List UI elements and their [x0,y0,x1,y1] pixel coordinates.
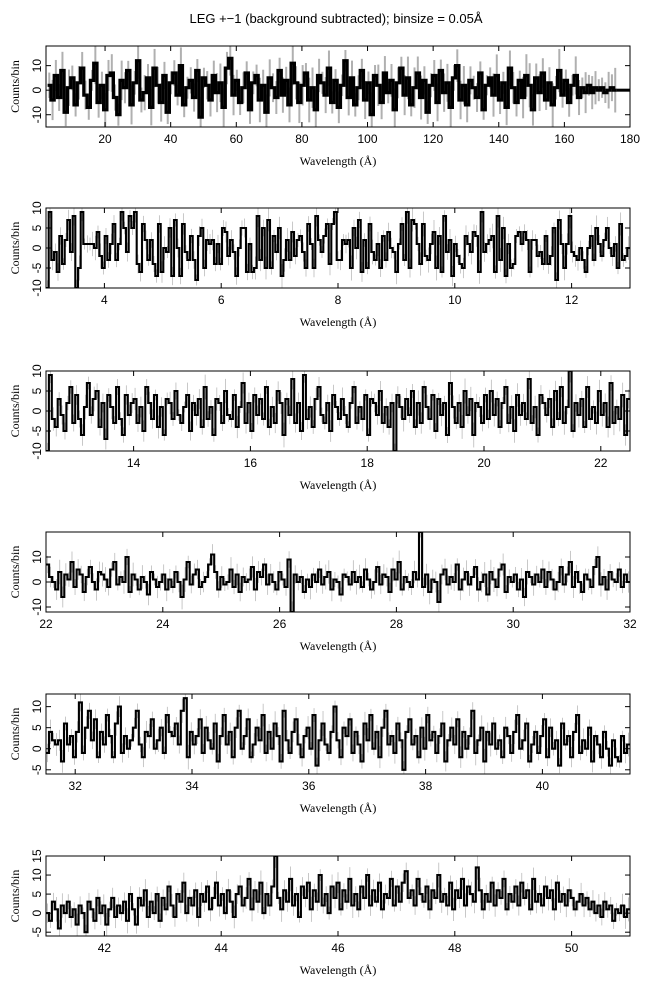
y-tick-label: 5 [30,724,44,731]
x-tick-label: 60 [230,132,244,146]
data-series [46,697,630,771]
y-tick-label: 15 [30,849,44,863]
chart-panel-5: 42 44 46 48 50 -5 0 5 10 15 Wavelength (Å) Counts/b… [8,849,631,977]
y-tick-label: 5 [30,890,44,897]
plot-frame [45,531,631,613]
y-tick-label: 10 [30,201,44,215]
y-tick-label: 0 [30,578,44,585]
x-tick-label: 120 [423,132,443,146]
y-tick-label: -10 [30,598,44,616]
x-tick-label: 180 [620,132,640,146]
y-tick-label: 5 [30,387,44,394]
y-tick-label: 10 [30,550,44,564]
y-axis-label: Counts/bin [8,222,22,275]
x-tick-label: 40 [536,779,550,793]
x-tick-label: 42 [98,941,112,955]
y-tick-label: -5 [30,764,44,775]
y-tick-label: -10 [30,279,44,297]
x-tick-label: 32 [623,617,637,631]
x-tick-label: 14 [127,456,141,470]
x-tick-label: 36 [302,779,316,793]
y-tick-label: 10 [30,59,44,73]
y-axis-label: Counts/bin [8,708,22,761]
y-tick-label: -5 [30,927,44,938]
x-tick-label: 22 [594,456,608,470]
x-tick-label: 40 [164,132,178,146]
x-tick-label: 20 [477,456,491,470]
x-tick-label: 48 [448,941,462,955]
x-axis-label: Wavelength (Å) [300,801,377,815]
y-tick-label: 0 [30,244,44,251]
y-axis-label: Counts/bin [8,870,22,923]
x-tick-label: 34 [185,779,199,793]
x-tick-label: 46 [331,941,345,955]
x-tick-label: 80 [295,132,309,146]
data-series [47,56,617,119]
plot-area [47,46,630,127]
x-tick-label: 100 [358,132,378,146]
x-tick-label: 12 [565,293,579,307]
chart-panel-0: 20 40 60 80 100 120 140 160 180 -10 0 10 Wavelength … [8,45,640,168]
x-tick-label: 18 [361,456,375,470]
error-bars [47,694,629,774]
x-tick-label: 24 [156,617,170,631]
y-tick-label: 10 [30,364,44,378]
plot-frame [45,45,631,128]
x-tick-label: 10 [448,293,462,307]
x-tick-label: 16 [244,456,258,470]
y-tick-label: 0 [30,407,44,414]
x-axis-label: Wavelength (Å) [300,154,377,168]
data-series [46,532,630,612]
x-tick-label: 4 [101,293,108,307]
plot-area [46,208,630,288]
x-axis-label: Wavelength (Å) [300,315,377,329]
x-tick-label: 6 [218,293,225,307]
x-tick-label: 50 [565,941,579,955]
data-series [46,371,630,451]
chart-panel-1: 4 6 8 10 12 -10 -5 0 5 10 Wavelength (Å) Counts/bin [8,201,631,329]
x-tick-label: 160 [554,132,574,146]
y-tick-label: -5 [30,262,44,273]
plot-frame [45,693,631,775]
figure-title: LEG +−1 (background subtracted); binsize… [189,11,482,26]
x-tick-label: 8 [335,293,342,307]
x-tick-label: 26 [273,617,287,631]
y-tick-label: 10 [30,868,44,882]
y-axis-label: Counts/bin [8,385,22,438]
y-axis-label: Counts/bin [8,60,22,113]
x-tick-label: 38 [419,779,433,793]
x-axis-label: Wavelength (Å) [300,963,377,977]
y-tick-label: -10 [30,106,44,124]
plot-area [46,856,630,936]
y-tick-label: 0 [30,909,44,916]
plot-area [46,532,630,612]
x-tick-label: 30 [507,617,521,631]
plot-area [46,694,630,774]
plot-area [46,371,630,451]
y-axis-label: Counts/bin [8,546,22,599]
x-tick-label: 32 [69,779,83,793]
x-tick-label: 20 [98,132,112,146]
x-axis-label: Wavelength (Å) [300,639,377,653]
data-series [46,856,630,934]
y-tick-label: 10 [30,700,44,714]
data-series [46,210,630,288]
y-tick-label: -10 [30,442,44,460]
y-tick-label: 0 [30,745,44,752]
chart-panel-2: 14 16 18 20 22 -10 -5 0 5 10 Wavelength (Å) Counts/… [8,364,631,492]
x-tick-label: 44 [215,941,229,955]
x-axis-label: Wavelength (Å) [300,478,377,492]
chart-panel-3: 22 24 26 28 30 32 -10 0 10 Wavelength (Å) Counts/b… [8,531,637,653]
plot-frame [45,855,631,937]
x-tick-label: 140 [489,132,509,146]
x-tick-label: 22 [39,617,53,631]
y-tick-label: -5 [30,425,44,436]
x-tick-label: 28 [390,617,404,631]
chart-panels: 20 40 60 80 100 120 140 160 180-10010Wavelength … [8,45,640,977]
chart-panel-4: 32 34 36 38 40 -5 0 5 10 Wavelength (Å) Counts/bin [8,693,631,815]
y-tick-label: 5 [30,224,44,231]
y-tick-label: 0 [30,87,44,94]
